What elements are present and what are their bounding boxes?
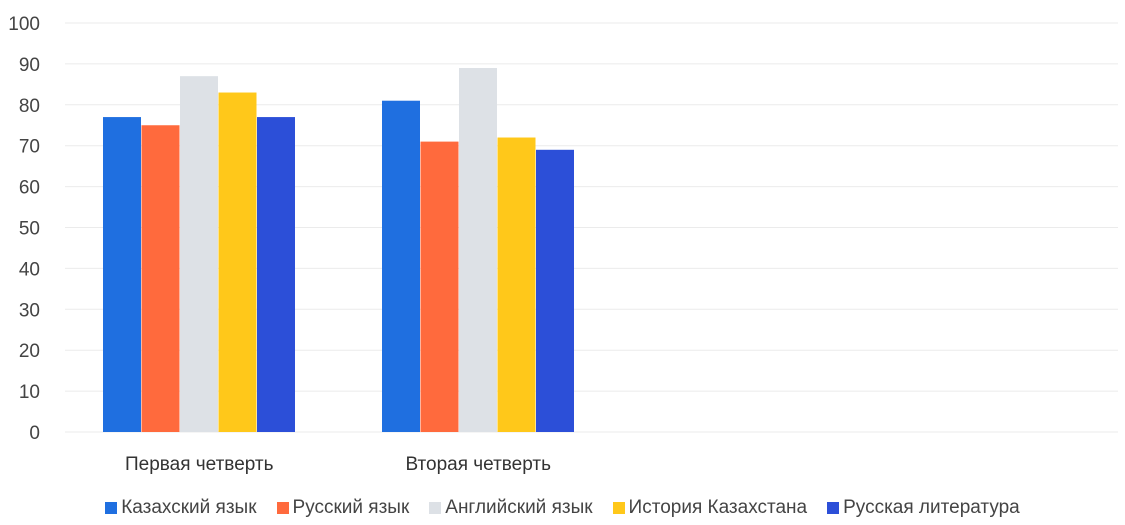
legend-item: Казахский язык xyxy=(105,497,257,519)
legend-label: История Казахстана xyxy=(628,497,808,518)
y-tick-label: 70 xyxy=(19,137,40,158)
legend-label: Казахский язык xyxy=(121,497,257,518)
bar xyxy=(382,100,420,433)
legend-swatch xyxy=(612,502,625,514)
legend-label: Русский язык xyxy=(292,497,410,518)
bar xyxy=(536,149,574,433)
legend-label: Русская литература xyxy=(843,497,1020,518)
legend-item: Русская литература xyxy=(827,497,1020,519)
bar xyxy=(420,141,459,433)
bar xyxy=(257,117,295,432)
bar xyxy=(141,125,180,432)
y-tick-label: 90 xyxy=(19,55,40,76)
legend-item: Английский язык xyxy=(429,497,593,519)
y-tick-label: 30 xyxy=(19,300,40,321)
bar xyxy=(218,92,257,432)
legend-label: Английский язык xyxy=(445,497,593,518)
bar xyxy=(459,67,497,433)
y-tick-label: 50 xyxy=(19,219,40,240)
y-tick-label: 80 xyxy=(19,96,40,117)
y-tick-label: 20 xyxy=(19,341,40,362)
legend-swatch xyxy=(276,502,289,514)
x-category-label: Первая четверть xyxy=(125,454,274,475)
x-category-label: Вторая четверть xyxy=(405,454,551,475)
y-tick-label: 60 xyxy=(19,178,40,199)
y-tick-label: 10 xyxy=(19,382,40,403)
y-tick-label: 100 xyxy=(8,14,40,35)
y-tick-label: 40 xyxy=(19,259,40,280)
legend-item: Русский язык xyxy=(276,497,410,519)
legend-swatch xyxy=(827,502,840,514)
legend-swatch xyxy=(105,502,118,514)
legend-item: История Казахстана xyxy=(612,497,808,519)
bar xyxy=(180,76,218,433)
y-tick-label: 0 xyxy=(29,423,40,444)
chart-plot: 0 10 20 30 40 50 60 70 80 90 100 Первая четверть Вто… xyxy=(8,14,1118,475)
legend-swatch xyxy=(429,502,442,514)
chart-legend: Казахский язык Русский язык Английский язы… xyxy=(0,497,1125,519)
bar xyxy=(103,117,141,432)
bar xyxy=(497,137,536,432)
